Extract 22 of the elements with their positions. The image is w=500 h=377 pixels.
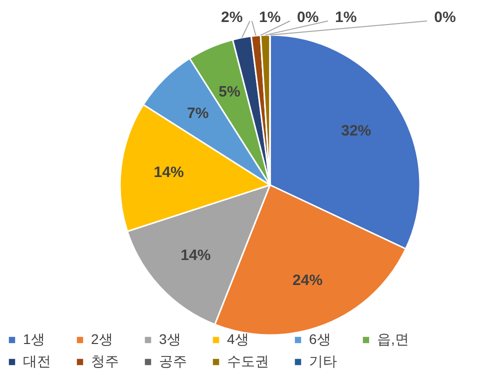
data-label: 32% (341, 122, 372, 140)
legend-label: 4생 (227, 331, 249, 347)
data-label: 1% (259, 9, 281, 26)
text: 0% (434, 9, 456, 26)
data-label: 14% (154, 164, 184, 182)
text: 0% (297, 9, 319, 26)
legend-label: 2생 (91, 331, 113, 347)
legend-label: 수도권 (227, 353, 269, 369)
legend-label: 기타 (309, 353, 337, 369)
data-label: 24% (292, 272, 323, 289)
legend-label: 대전 (23, 353, 51, 369)
data-label: 5% (218, 83, 240, 100)
legend-label: 6생 (309, 331, 331, 347)
data-label: 7% (187, 104, 209, 122)
data-label: 1% (335, 9, 357, 26)
data-label: 2% (221, 9, 243, 26)
legend-label: 공주 (159, 353, 187, 369)
legend-label: 읍,면 (377, 331, 409, 347)
data-label: 14% (180, 246, 211, 264)
legend-label: 3생 (159, 331, 181, 347)
legend-label: 청주 (91, 353, 119, 369)
legend-label: 1생 (23, 331, 45, 347)
